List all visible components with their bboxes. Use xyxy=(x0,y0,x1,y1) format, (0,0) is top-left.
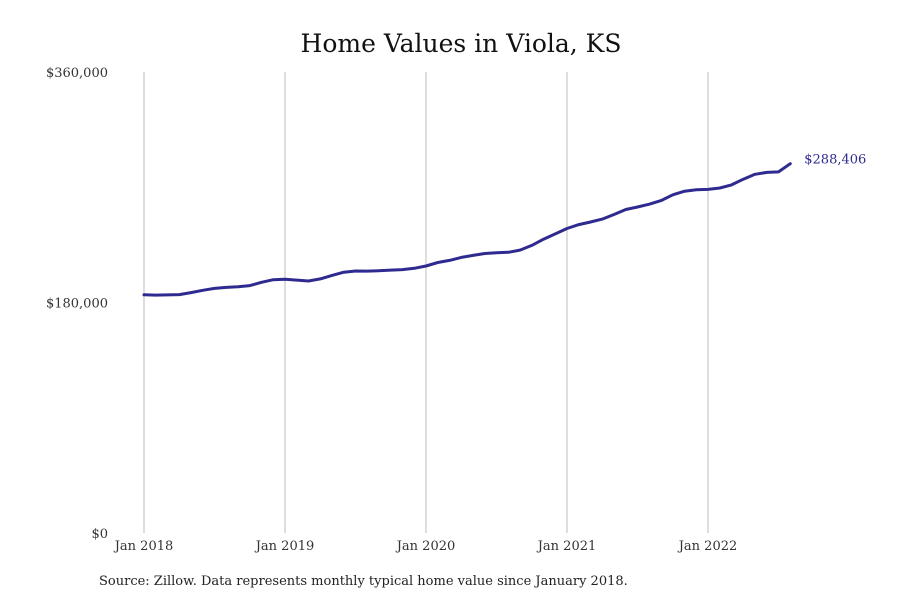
chart-title: Home Values in Viola, KS xyxy=(301,29,622,58)
series-layer xyxy=(142,162,792,297)
gridlines xyxy=(143,72,709,533)
source-note: Source: Zillow. Data represents monthly … xyxy=(99,574,628,589)
x-tick-label: Jan 2020 xyxy=(395,539,456,554)
x-tick-label: Jan 2018 xyxy=(113,539,174,554)
end-value-label: $288,406 xyxy=(804,153,866,168)
series-line-0 xyxy=(142,162,792,297)
x-tick-label: Jan 2022 xyxy=(677,539,738,554)
y-tick-label: $0 xyxy=(91,527,108,542)
x-tick-label: Jan 2019 xyxy=(254,539,315,554)
x-axis-ticks: Jan 2018 Jan 2019 Jan 2020 Jan 2021 Jan 2022 xyxy=(113,539,738,554)
y-tick-label: $360,000 xyxy=(46,66,108,81)
y-axis-ticks: $0 $180,000 $360,000 xyxy=(46,66,108,542)
y-tick-label: $180,000 xyxy=(46,297,108,312)
x-tick-label: Jan 2021 xyxy=(536,539,597,554)
